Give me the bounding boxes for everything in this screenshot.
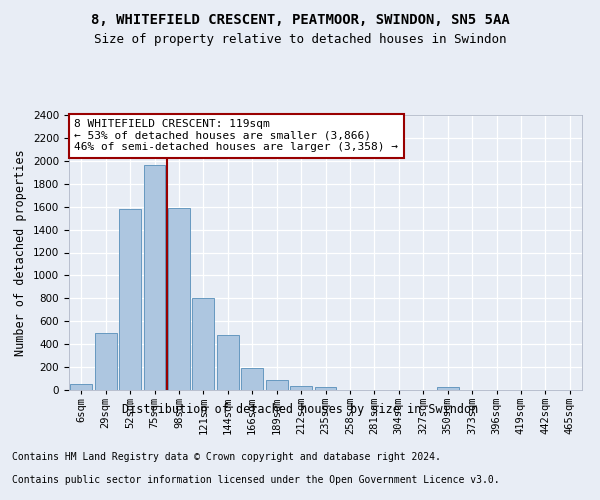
Bar: [119, 209, 141, 390]
Bar: [95, 332, 116, 390]
Y-axis label: Number of detached properties: Number of detached properties: [14, 149, 28, 356]
Bar: [314, 387, 337, 390]
Text: 8 WHITEFIELD CRESCENT: 119sqm
← 53% of detached houses are smaller (3,866)
46% o: 8 WHITEFIELD CRESCENT: 119sqm ← 53% of d…: [74, 119, 398, 152]
Bar: [266, 380, 287, 390]
Text: Contains public sector information licensed under the Open Government Licence v3: Contains public sector information licen…: [12, 475, 500, 485]
Bar: [217, 335, 239, 390]
Text: Size of property relative to detached houses in Swindon: Size of property relative to detached ho…: [94, 32, 506, 46]
Bar: [193, 298, 214, 390]
Bar: [168, 208, 190, 390]
Bar: [290, 386, 312, 390]
Text: Contains HM Land Registry data © Crown copyright and database right 2024.: Contains HM Land Registry data © Crown c…: [12, 452, 441, 462]
Bar: [241, 368, 263, 390]
Bar: [70, 384, 92, 390]
Bar: [437, 388, 458, 390]
Text: Distribution of detached houses by size in Swindon: Distribution of detached houses by size …: [122, 402, 478, 415]
Text: 8, WHITEFIELD CRESCENT, PEATMOOR, SWINDON, SN5 5AA: 8, WHITEFIELD CRESCENT, PEATMOOR, SWINDO…: [91, 12, 509, 26]
Bar: [143, 166, 166, 390]
